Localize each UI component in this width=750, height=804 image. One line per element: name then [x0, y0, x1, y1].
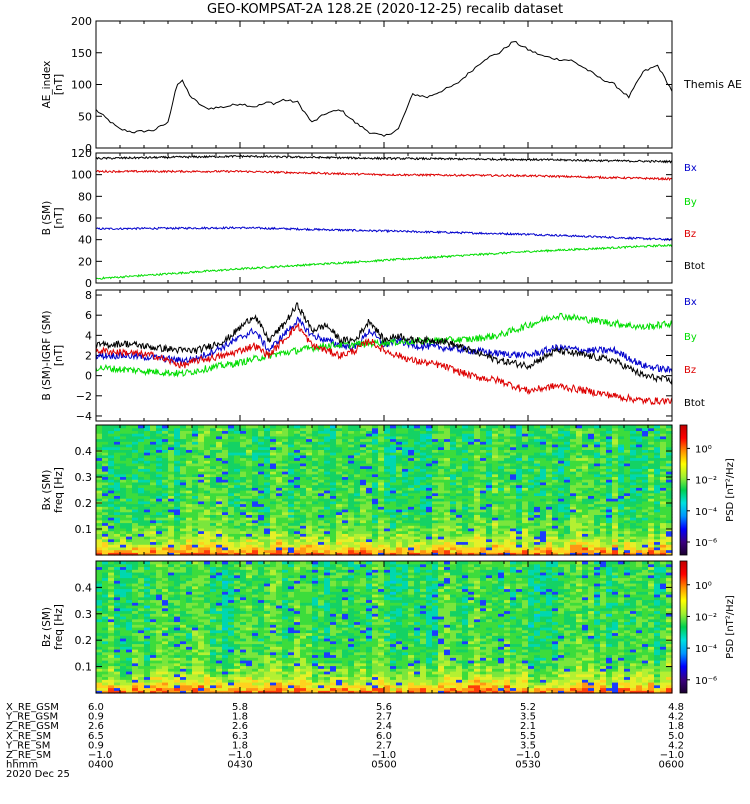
legend-bz: Bz	[684, 365, 696, 376]
y-tick-label: 100	[71, 79, 92, 92]
y-tick-label: 4	[85, 329, 92, 342]
series-line-bz	[96, 171, 672, 180]
colorbar-tick-label: 10⁰	[695, 444, 712, 455]
y-tick-label: 0.2	[75, 497, 93, 510]
y-tick-label: 100	[71, 169, 92, 182]
colorbar	[680, 425, 687, 555]
spectrogram-cell	[96, 561, 103, 564]
legend-bz: Bz	[684, 229, 696, 240]
y-tick-label: −2	[76, 390, 92, 403]
y-axis-label: B (SM)-IGRF (SM)	[41, 310, 53, 400]
y-tick-label: 200	[71, 15, 92, 28]
legend-themis-ae: Themis AE	[683, 78, 742, 91]
y-axis-label: [nT]	[53, 74, 65, 95]
series-group	[96, 42, 672, 137]
series-group	[96, 303, 672, 404]
legend-by: By	[684, 332, 697, 343]
y-axis-label: freq [Hz]	[53, 467, 65, 513]
y-tick-label: 40	[78, 234, 92, 247]
plot-frame	[96, 21, 672, 148]
series-line-by	[96, 244, 672, 279]
chart-title: GEO-KOMPSAT-2A 128.2E (2020-12-25) recal…	[207, 2, 563, 17]
y-tick-label: 60	[78, 212, 92, 225]
y-tick-label: 2	[85, 350, 92, 363]
colorbar-label: PSD [nT²/Hz]	[725, 458, 736, 522]
y-tick-label: 6	[85, 309, 92, 322]
legend-bx: Bx	[684, 163, 697, 174]
y-tick-label: 0.3	[75, 471, 93, 484]
panel-bigrf: −4 −2 0 2 4 6 8 B (SM)-IGRF (SM)[nT] Bx By Bz Btot	[41, 289, 705, 423]
y-tick-label: −4	[76, 410, 92, 423]
y-tick-label: 150	[71, 47, 92, 60]
panel-spec_bz: 0.10.20.30.4Bz (SM)freq [Hz]10⁰10⁻²10⁻⁴1…	[41, 561, 736, 694]
series-line-bx	[96, 317, 672, 372]
plot-frame	[96, 153, 672, 283]
series-group	[96, 155, 672, 279]
y-tick-label: 80	[78, 190, 92, 203]
panel-spec_bx: 0.1 0.2 0.3 0.4 Bx (SM)freq [Hz] 10⁰ 10⁻² 10⁻⁴ 1…	[41, 425, 736, 556]
y-tick-label: 0.1	[75, 523, 93, 536]
series-line-bx	[96, 227, 672, 241]
y-axis-label: B (SM)	[41, 201, 53, 235]
colorbar-tick-label: 10⁻²	[695, 476, 717, 487]
y-tick-label: 0	[85, 370, 92, 383]
series-line-bz	[96, 323, 672, 404]
y-axis-label: AE_index	[41, 61, 53, 109]
y-axis-label: [nT]	[53, 345, 65, 366]
y-tick-label: 20	[78, 255, 92, 268]
y-tick-label: 50	[78, 110, 92, 123]
legend-btot: Btot	[684, 398, 705, 409]
y-tick-label: 120	[71, 147, 92, 160]
colorbar-tick-label: 10⁻⁶	[695, 538, 717, 549]
y-tick-label: 0.4	[75, 445, 93, 458]
series-line-themis-ae	[96, 42, 672, 137]
y-tick-label: 8	[85, 289, 92, 302]
colorbar-tick-label: 10⁻⁴	[695, 507, 717, 518]
y-axis-label: [nT]	[53, 207, 65, 228]
legend-btot: Btot	[684, 261, 705, 272]
legend-by: By	[684, 197, 697, 208]
y-axis-label: Bx (SM)	[41, 470, 53, 511]
legend-bx: Bx	[684, 297, 697, 308]
